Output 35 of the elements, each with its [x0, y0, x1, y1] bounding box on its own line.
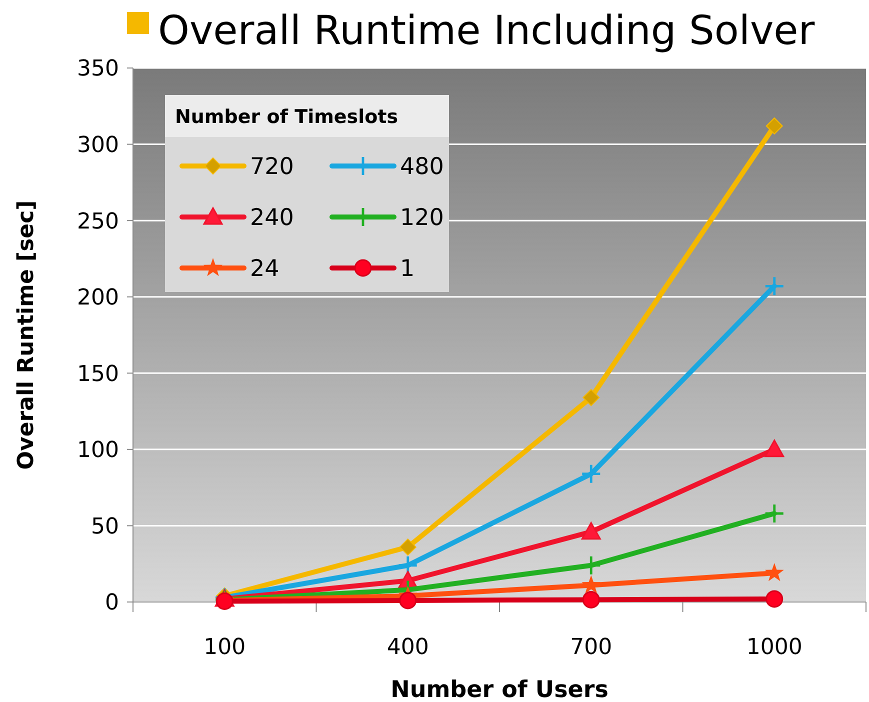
point [764, 440, 784, 458]
point [399, 592, 417, 610]
y-tick-label: 100 [77, 438, 119, 464]
y-tick-label: 250 [77, 209, 119, 234]
point [582, 389, 600, 406]
chart-title: Overall Runtime Including Solver [158, 8, 816, 54]
x-tick-label: 400 [386, 635, 429, 660]
y-tick-label: 200 [77, 286, 119, 311]
point [581, 522, 601, 540]
point [399, 538, 416, 556]
x-tick-label: 100 [204, 635, 246, 660]
legend-label: 240 [250, 205, 294, 232]
legend-label: 480 [400, 154, 444, 180]
point [766, 590, 784, 608]
legend-label: 1 [400, 256, 415, 282]
y-tick-label: 0 [105, 590, 119, 616]
point [765, 504, 784, 523]
x-tick-label: 700 [570, 635, 612, 660]
point [765, 277, 784, 296]
y-axis-title: Overall Runtime [sec] [14, 200, 39, 470]
point [582, 464, 600, 483]
y-tick-label: 300 [77, 132, 119, 158]
y-tick-label: 150 [77, 362, 119, 387]
point [766, 117, 783, 134]
point [582, 575, 601, 594]
y-tick-label: 50 [91, 514, 119, 540]
point [582, 590, 600, 608]
legend-label: 120 [400, 205, 444, 232]
x-axis-title: Number of Users [390, 677, 608, 702]
x-tick-label: 1000 [746, 635, 802, 660]
point [764, 563, 784, 582]
legend-label: 720 [250, 154, 294, 180]
legend-label: 24 [250, 256, 280, 282]
y-tick-label: 350 [77, 56, 119, 82]
legend-title: Number of Timeslots [175, 106, 398, 128]
